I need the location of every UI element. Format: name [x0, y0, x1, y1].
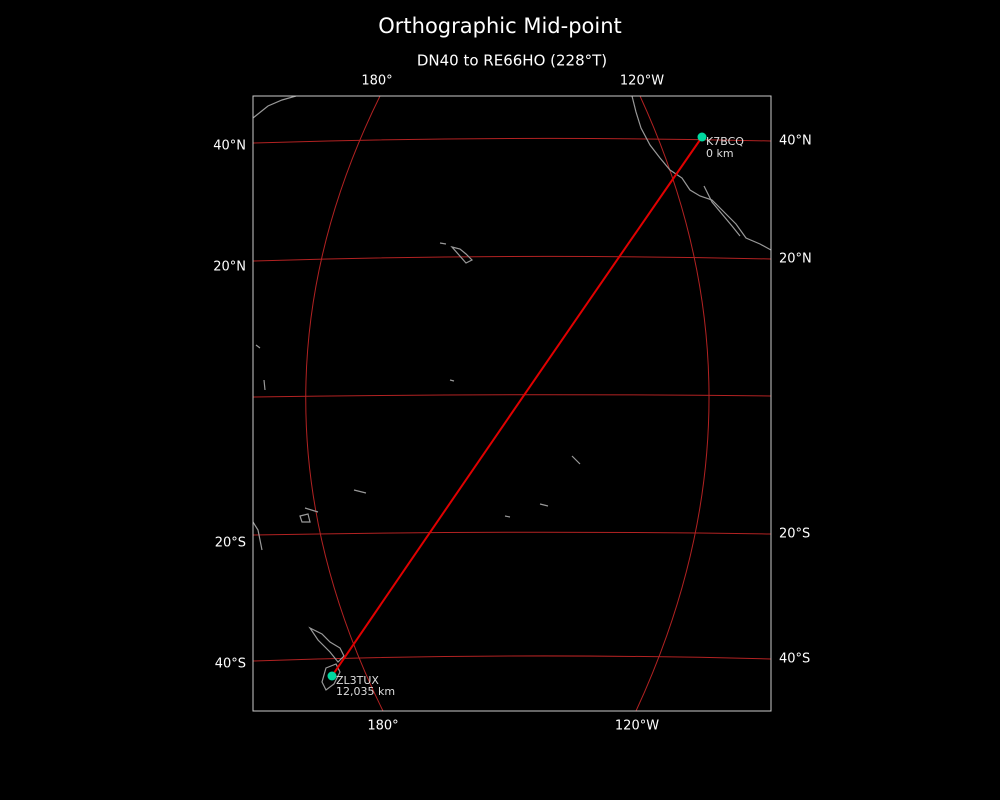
- parallel: [253, 655, 771, 662]
- lon-label: 120°W: [615, 719, 659, 734]
- station-marker: [327, 671, 337, 681]
- lat-label: 40°N: [213, 139, 246, 154]
- station-call: ZL3TUX: [336, 674, 379, 687]
- labels: 180° 120°W 180° 120°W 40°N 20°N 20°S 40°…: [213, 74, 812, 734]
- lon-label: 180°: [367, 719, 398, 734]
- islands: [439, 242, 474, 264]
- meridian: [305, 96, 384, 711]
- coast: [321, 663, 341, 691]
- parallel: [253, 531, 771, 536]
- coast: [631, 96, 771, 251]
- subtitle: DN40 to RE66HO (228°T): [417, 52, 607, 70]
- coast: [703, 185, 741, 237]
- lat-label: 20°S: [215, 536, 246, 551]
- station-marker: [697, 132, 707, 142]
- lon-label: 120°W: [620, 74, 664, 89]
- great-circle-path: [331, 136, 703, 677]
- station-distance: 0 km: [706, 147, 734, 160]
- lat-label: 40°S: [779, 652, 810, 667]
- meridian: [635, 96, 710, 711]
- title: Orthographic Mid-point: [378, 14, 622, 38]
- lat-label: 20°N: [213, 260, 246, 275]
- lon-label: 180°: [361, 74, 392, 89]
- coast: [308, 626, 345, 663]
- coastlines: [253, 96, 771, 691]
- parallel: [253, 255, 771, 262]
- stations: K7BCQ 0 km ZL3TUX 12,035 km: [327, 132, 744, 698]
- map-frame: [252, 95, 772, 712]
- islands: [299, 455, 581, 523]
- lat-label: 20°N: [779, 252, 812, 267]
- islands: [253, 344, 455, 551]
- station-distance: 12,035 km: [336, 685, 395, 698]
- lat-label: 40°S: [215, 657, 246, 672]
- graticule: [253, 96, 771, 711]
- map-area: [252, 95, 772, 712]
- lat-label: 20°S: [779, 527, 810, 542]
- parallel: [253, 394, 771, 398]
- coast: [253, 96, 297, 119]
- station-call: K7BCQ: [706, 135, 744, 148]
- lat-label: 40°N: [779, 134, 812, 149]
